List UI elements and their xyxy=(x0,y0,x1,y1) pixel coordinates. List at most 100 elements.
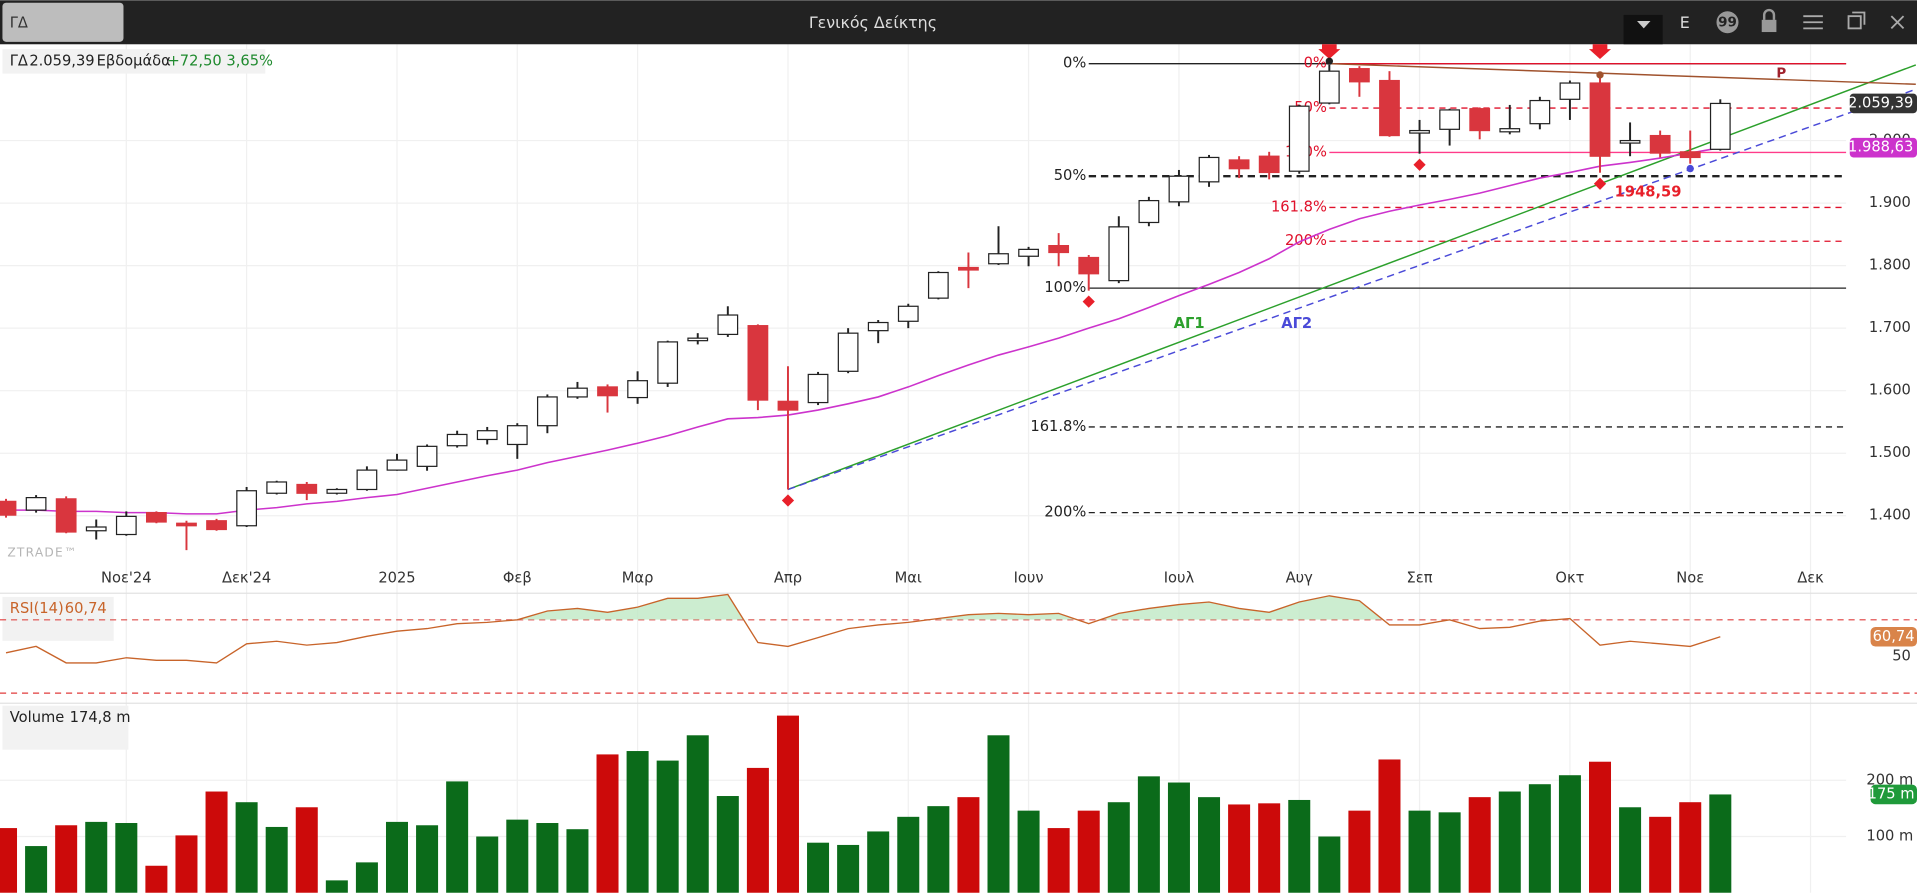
volume-bar xyxy=(385,821,408,893)
candle-body xyxy=(1288,105,1310,172)
candle-body xyxy=(145,512,167,523)
fib-label: 100% xyxy=(1044,279,1086,296)
volume-legend-value: 174,8 m xyxy=(70,709,131,726)
volume-bar xyxy=(1077,810,1100,893)
restore-icon[interactable] xyxy=(1847,15,1862,30)
fib-label: 161.8% xyxy=(1271,198,1327,215)
candle-body xyxy=(1018,248,1039,257)
tab[interactable] xyxy=(2,2,124,42)
candle-body xyxy=(1138,199,1160,224)
volume-bar xyxy=(0,828,18,893)
candle-body xyxy=(386,459,408,471)
volume-bar xyxy=(1468,797,1491,893)
volume-bar xyxy=(1318,836,1341,893)
volume-bar xyxy=(1619,807,1642,893)
trendline-label: ΑΓ2 xyxy=(1281,315,1312,332)
candle-body xyxy=(1589,82,1611,157)
candle-body xyxy=(25,497,47,511)
x-tick-label: Νοε xyxy=(1676,570,1704,587)
candle-body xyxy=(506,425,528,446)
y-tick-label: 1.600 xyxy=(1869,382,1911,399)
candle-body xyxy=(1048,245,1070,254)
legend-box xyxy=(2,49,266,74)
candle-body xyxy=(747,325,769,401)
volume-bar xyxy=(566,829,589,893)
y-tick-label: 1.800 xyxy=(1869,257,1911,274)
candle-body xyxy=(356,469,378,491)
volume-bar xyxy=(897,816,920,893)
volume-bar xyxy=(476,836,499,893)
dropdown-arrow xyxy=(1637,21,1651,29)
candle-body xyxy=(1108,226,1130,282)
lock-shackle xyxy=(1762,8,1776,20)
legend-symbol: ΓΔ xyxy=(10,52,28,69)
volume-bar xyxy=(867,831,890,893)
volume-badge-label: 175 m xyxy=(1868,785,1915,802)
marks-layer: Νοε'24 Δεκ'24 2025 Φεβ Μαρ Απρ Μαι Ιουν Ιουλ Αυγ Σ… xyxy=(0,44,1917,893)
trendline xyxy=(1329,62,1916,86)
x-tick-label: Οκτ xyxy=(1555,570,1584,587)
x-tick-label: Μαι xyxy=(895,570,922,587)
volume-bar xyxy=(536,823,559,893)
candle-body xyxy=(1709,102,1731,150)
legend-period: Εβδομάδα xyxy=(97,52,171,69)
candle-body xyxy=(1409,129,1430,134)
volume-bar xyxy=(265,826,288,893)
close-icon[interactable] xyxy=(1890,15,1905,30)
volume-bar xyxy=(235,802,258,893)
menu-letter[interactable]: E xyxy=(1680,13,1690,32)
volume-bar xyxy=(1167,782,1190,893)
candle-body xyxy=(837,332,859,372)
tab-label: ΓΔ xyxy=(10,14,28,31)
candle-body xyxy=(1469,108,1491,132)
volume-bar xyxy=(115,823,138,893)
legend-price: 2.059,39 xyxy=(29,52,94,69)
dropdown[interactable] xyxy=(1623,14,1663,45)
candle-body xyxy=(927,271,949,299)
x-tick-label: Μαρ xyxy=(622,570,654,587)
watermark: ZTRADE™ xyxy=(7,545,77,559)
candle-body xyxy=(296,483,318,494)
arrow-marker xyxy=(1589,44,1612,59)
lock-icon[interactable] xyxy=(1761,19,1777,33)
candle-body xyxy=(777,400,799,411)
legend-box xyxy=(2,596,114,641)
candle-body xyxy=(1559,82,1581,100)
x-tick-label: Φεβ xyxy=(503,570,532,587)
price-badge xyxy=(1849,137,1917,158)
candle-body xyxy=(567,387,588,398)
volume-bar xyxy=(1558,775,1581,893)
volume-bar xyxy=(1288,799,1311,893)
volume-bar xyxy=(716,796,739,893)
candle-body xyxy=(236,490,258,527)
candle-body xyxy=(897,305,919,322)
x-tick-label: Δεκ xyxy=(1797,570,1824,587)
y-tick-label: 200 m xyxy=(1866,771,1913,788)
candle-body xyxy=(176,522,197,527)
candle-body xyxy=(1619,139,1641,144)
trendline-label: ΑΓ1 xyxy=(1174,315,1205,332)
volume-bar xyxy=(596,754,619,893)
quote-icon[interactable] xyxy=(1716,11,1739,34)
candle-body xyxy=(1499,128,1521,133)
volume-bar xyxy=(746,767,769,893)
volume-bar xyxy=(175,835,198,893)
rsi-legend: RSI(14) xyxy=(10,600,64,617)
trendline-label: P xyxy=(1776,67,1786,82)
volume-bar xyxy=(1198,797,1221,893)
marker xyxy=(1596,71,1604,79)
marker xyxy=(781,494,795,507)
candle-body xyxy=(1439,109,1461,130)
candle-body xyxy=(1198,156,1220,183)
volume-bar xyxy=(355,862,378,893)
candle-body xyxy=(206,520,227,531)
fib-label: 0% xyxy=(1063,55,1086,72)
volume-bar xyxy=(1498,791,1521,893)
rsi-badge-label: 60,74 xyxy=(1873,628,1915,645)
menu-icon[interactable] xyxy=(1803,15,1823,30)
candle-body xyxy=(1318,70,1340,104)
candle-body xyxy=(85,526,107,532)
volume-bar xyxy=(987,735,1010,893)
marker xyxy=(1686,164,1694,173)
